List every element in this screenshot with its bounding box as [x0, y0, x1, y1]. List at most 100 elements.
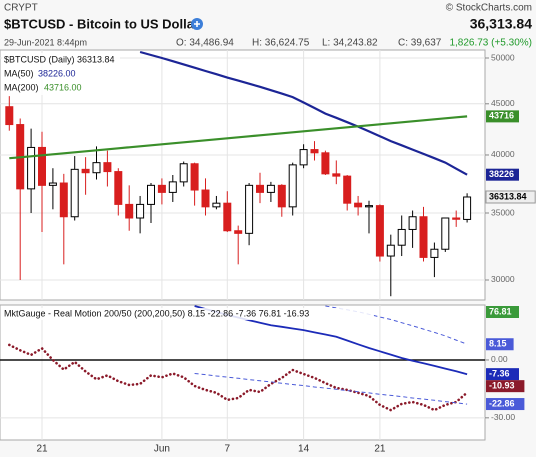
candle-body [463, 196, 472, 220]
x-tick-label: 14 [298, 444, 310, 455]
legend-series-value: 43716.00 [44, 82, 82, 92]
candle-body [234, 230, 243, 234]
value-box-label: -10.93 [489, 381, 515, 391]
indicator-line [8, 343, 469, 412]
candle-body [125, 203, 134, 219]
quote-item: C: 39,637 [398, 38, 442, 49]
x-tick-label: 7 [225, 444, 231, 455]
candle-body [288, 164, 297, 208]
y-tick-label: -30.00 [491, 412, 515, 422]
candle-body [70, 168, 79, 218]
legend-value: 36313.84 [77, 54, 115, 64]
indicator-panel [0, 304, 486, 441]
value-box [486, 110, 519, 123]
add-icon-plus [194, 21, 200, 27]
candle-body [266, 184, 275, 193]
candle-body [245, 184, 254, 234]
quote-item: H: 36,624.75 [252, 38, 310, 49]
x-tick-label: 21 [36, 444, 48, 455]
value-box-label: 43716 [489, 111, 514, 121]
candle-body [310, 149, 319, 154]
x-tick-label: Jun [154, 444, 170, 455]
value-box-label: 8.15 [489, 339, 507, 349]
candle-body [103, 162, 112, 173]
candle-body [419, 216, 428, 258]
legend-bg [2, 53, 120, 95]
candle-body [157, 184, 166, 193]
candle-body [136, 203, 145, 219]
value-box [486, 306, 519, 318]
exchange: CRYPT [4, 3, 38, 14]
candle-body [365, 205, 373, 208]
price-plot [0, 50, 485, 300]
title: $BTCUSD - Bitcoin to US Dollar [4, 16, 199, 31]
value-box-label: -22.86 [489, 398, 515, 408]
candle-body [190, 163, 199, 191]
legend-name: MA(50) [4, 68, 34, 78]
candle-body [343, 175, 352, 204]
candle-body [375, 205, 384, 257]
indicator-line [194, 373, 468, 405]
candle-body [354, 202, 363, 208]
indicator-legend: MktGauge - Real Motion 200/50 (200,200,5… [4, 308, 309, 318]
candle-body [408, 216, 417, 230]
candle-body [168, 181, 177, 193]
quote-item: O: 34,486.94 [176, 38, 234, 49]
candle-body [277, 184, 286, 208]
value-box [486, 338, 514, 351]
candle-body [201, 189, 210, 208]
candle-body [59, 182, 68, 218]
value-box [486, 368, 519, 381]
candle-body [452, 217, 461, 220]
y-tick-label: 30000 [491, 274, 515, 284]
value-box [486, 168, 519, 181]
y-tick-label: 0.00 [491, 354, 508, 364]
candle-body [332, 173, 341, 177]
quote-item: L: 34,243.82 [322, 38, 378, 49]
x-tick-label: 21 [374, 444, 386, 455]
candle-body [38, 146, 46, 186]
candle-body [256, 184, 264, 193]
candle-body [299, 149, 308, 166]
indicator-plot [0, 305, 485, 440]
price: 36,313.84 [470, 16, 532, 32]
candle-body [397, 228, 406, 246]
candle-body [27, 146, 36, 190]
candle-body [48, 182, 57, 186]
candle-body [81, 168, 90, 174]
y-tick-label: 40000 [491, 149, 515, 159]
value-box-label: 76.81 [489, 306, 512, 316]
source: © StockCharts.com [446, 3, 532, 14]
y-tick-label: 50000 [491, 52, 515, 62]
candle-body [92, 162, 101, 174]
legend-series-value: 38226.00 [38, 68, 76, 78]
value-box [486, 398, 525, 411]
value-box-label: 36313.84 [489, 191, 527, 201]
candle-body [5, 106, 14, 126]
value-box-label: 38226 [489, 169, 514, 179]
candle-body [179, 163, 188, 183]
y-tick-label: 35000 [491, 207, 515, 217]
value-box [486, 380, 525, 393]
y-tick-label: 45000 [491, 98, 515, 108]
overlay: O: 34,486.94 H: 36,624.75 L: 34,243.82 C: 3… [2, 38, 536, 455]
candle-body [321, 152, 330, 175]
candle-body [386, 244, 395, 257]
change: 1,826.73 (+5.30%) [449, 38, 532, 49]
legend-name: MA(200) [4, 82, 39, 92]
value-box-label: -7.36 [489, 369, 510, 379]
candle-body [223, 202, 232, 232]
date: 29-Jun-2021 8:44pm [4, 37, 87, 47]
moving-average [139, 50, 468, 176]
legend-title: $BTCUSD (Daily) [4, 54, 75, 64]
candle-body [430, 248, 439, 258]
candle-body [212, 202, 221, 208]
candle-body [147, 184, 155, 205]
moving-average [9, 115, 468, 160]
legend-bg [2, 308, 374, 320]
value-box [485, 190, 536, 204]
candle-body [114, 171, 123, 205]
candle-body [441, 217, 450, 250]
